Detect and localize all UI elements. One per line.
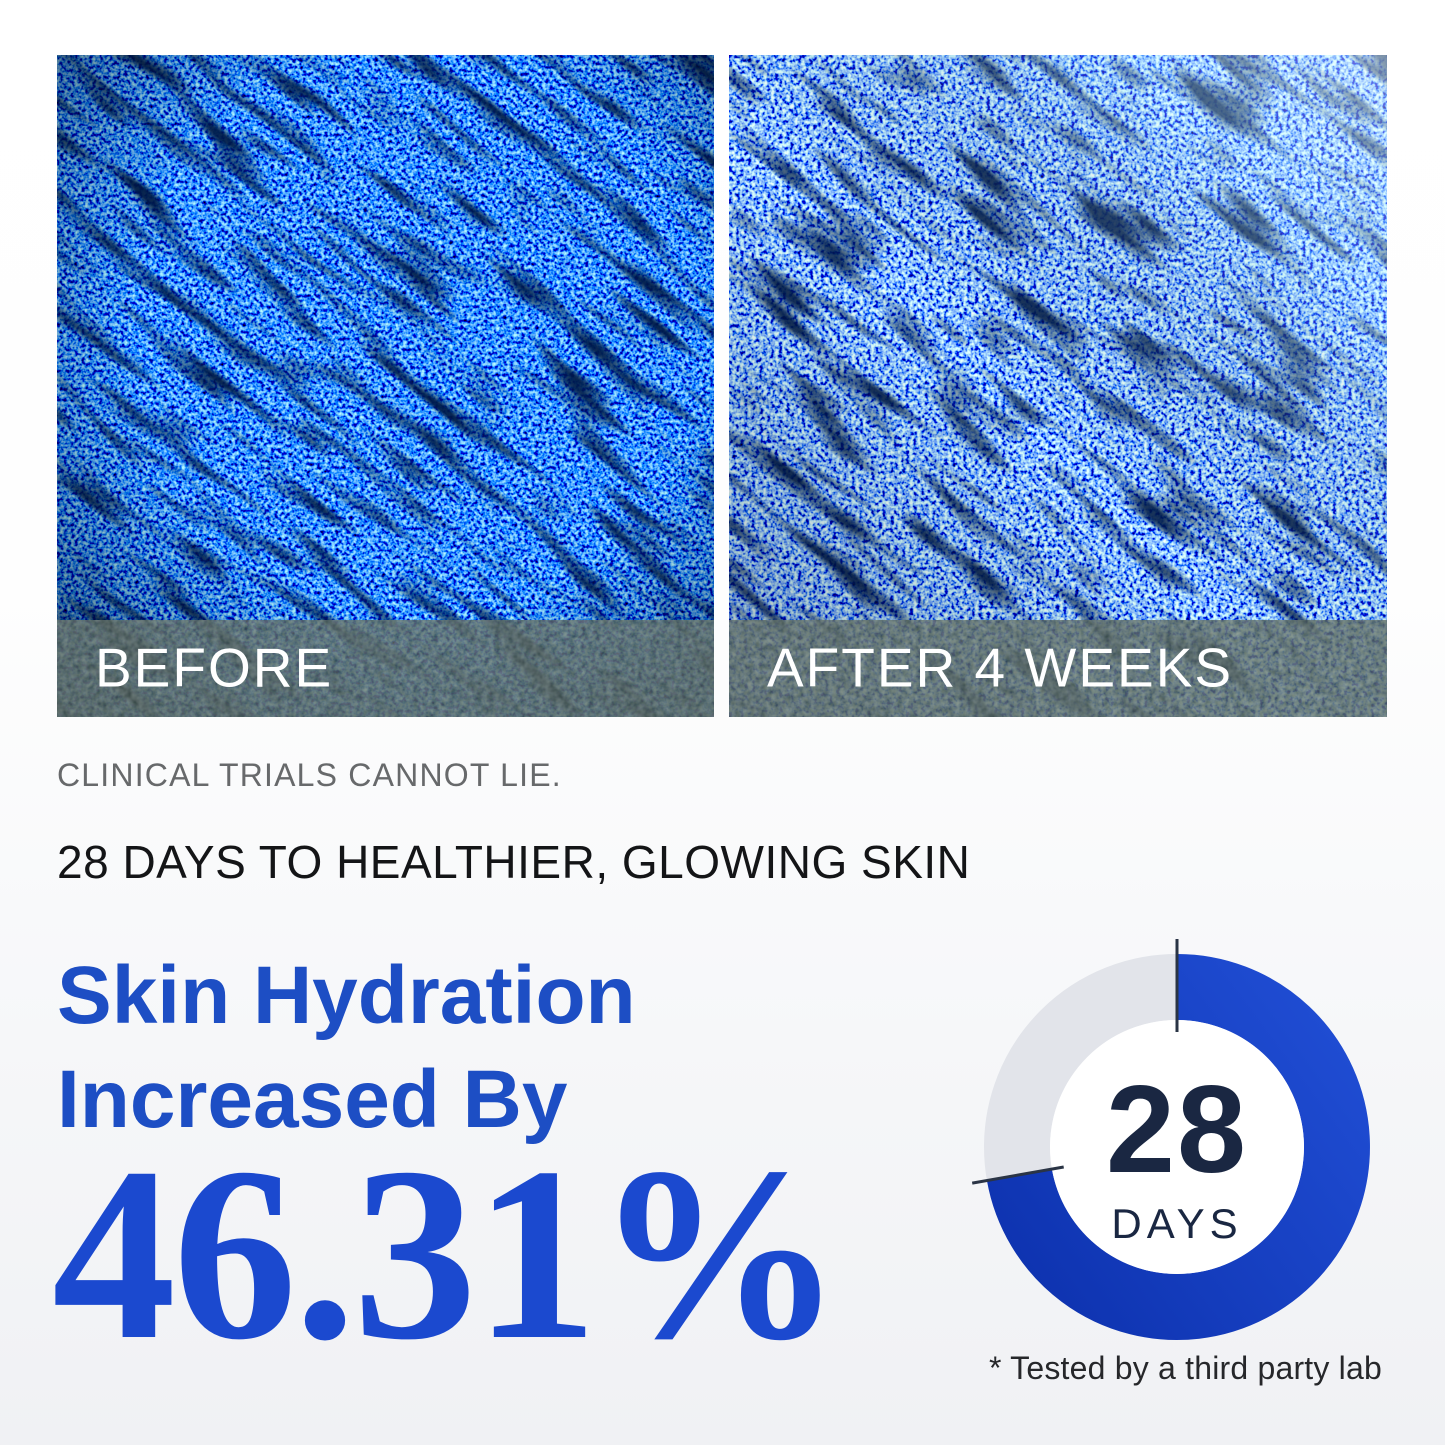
days-label: DAYS [1111, 1199, 1243, 1247]
donut-inner-disc [1050, 1020, 1304, 1274]
donut-progress-arc [986, 954, 1370, 1340]
stat-lead-line1: Skin Hydration [57, 950, 636, 1041]
donut-center-text: 28 DAYS [962, 932, 1392, 1362]
after-panel: AFTER 4 WEEKS [729, 55, 1387, 717]
before-panel: BEFORE [57, 55, 714, 717]
donut-tick-end [971, 1165, 1064, 1185]
before-label: BEFORE [95, 636, 334, 699]
stat-lead: Skin Hydration Increased By [57, 944, 636, 1152]
days-number: 28 [1106, 1061, 1248, 1200]
after-label: AFTER 4 WEEKS [767, 636, 1234, 699]
before-label-band: BEFORE [57, 620, 714, 717]
days-donut-chart: 28 DAYS [962, 932, 1392, 1362]
band-texture [57, 620, 714, 717]
stat-lead-line2: Increased By [57, 1054, 568, 1146]
stat-value: 46.31% [52, 1116, 843, 1391]
footnote: * Tested by a third party lab [989, 1350, 1382, 1386]
headline-title: 28 DAYS TO HEALTHIER, GLOWING SKIN [57, 836, 971, 888]
skin-texture-after-image [729, 55, 1387, 717]
skin-texture-before-image [57, 55, 714, 717]
eyebrow-text: CLINICAL TRIALS CANNOT LIE. [57, 757, 562, 793]
donut-gauge [971, 939, 1370, 1340]
after-label-band: AFTER 4 WEEKS [729, 620, 1387, 717]
band-texture [729, 620, 1387, 717]
